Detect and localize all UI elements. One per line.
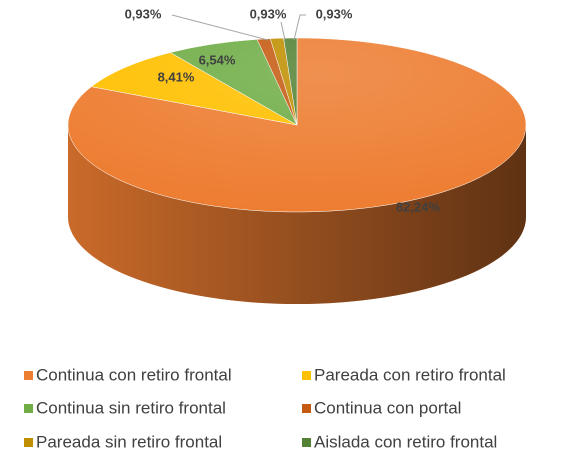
- legend-label: Aislada con retiro frontal: [314, 432, 497, 451]
- leader-line: [171, 14, 269, 41]
- pie-shine: [68, 38, 526, 212]
- leader-line: [293, 14, 306, 41]
- legend-swatch: [24, 438, 33, 447]
- data-label: 6,54%: [199, 52, 236, 67]
- legend-swatch: [302, 404, 311, 413]
- legend-swatch: [302, 371, 311, 380]
- data-label: 0,93%: [125, 6, 162, 21]
- legend-label: Pareada sin retiro frontal: [36, 432, 222, 451]
- legend-label: Continua sin retiro frontal: [36, 398, 226, 417]
- leader-line: [280, 21, 286, 41]
- legend-swatch: [24, 404, 33, 413]
- data-label: 0,93%: [250, 6, 287, 21]
- legend-label: Continua con retiro frontal: [36, 365, 232, 384]
- legend-label: Pareada con retiro frontal: [314, 365, 506, 384]
- pie-side-shade: [68, 125, 526, 304]
- pie: [67, 37, 527, 304]
- legend-swatch: [24, 371, 33, 380]
- data-label: 0,93%: [316, 6, 353, 21]
- data-label: 8,41%: [158, 69, 195, 84]
- data-labels: 82,24% 8,41% 6,54% 0,93% 0,93% 0,93%: [125, 6, 441, 214]
- legend-swatch: [302, 438, 311, 447]
- data-label: 82,24%: [396, 199, 441, 214]
- legend: Continua con retiro frontal Pareada con r…: [24, 365, 506, 451]
- legend-label: Continua con portal: [314, 398, 461, 417]
